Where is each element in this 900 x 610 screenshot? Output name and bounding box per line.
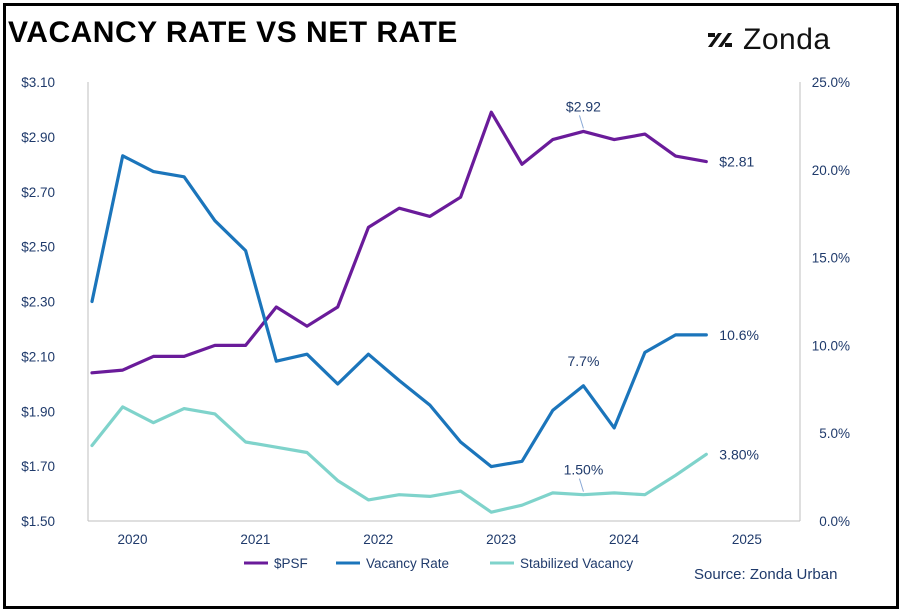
axes	[87, 82, 801, 522]
data-label: $2.92	[566, 98, 601, 114]
x-tick-label: 2022	[363, 532, 393, 547]
x-tick-label: 2023	[486, 532, 516, 547]
data-label: 10.6%	[719, 327, 759, 343]
chart-title: VACANCY RATE VS NET RATE	[8, 16, 458, 49]
legend-label: Vacancy Rate	[366, 556, 449, 571]
left-tick-label: $1.90	[21, 404, 55, 419]
zonda-logo-text: Zonda	[743, 23, 831, 56]
left-tick-label: $1.50	[21, 514, 55, 529]
legend-label: $PSF	[274, 556, 308, 571]
right-tick-label: 20.0%	[812, 163, 850, 178]
series-lines	[90, 110, 708, 514]
label-leader-line	[578, 478, 584, 492]
label-leader-line	[578, 115, 584, 129]
left-tick-label: $2.70	[21, 185, 55, 200]
left-tick-label: $2.90	[21, 130, 55, 145]
zonda-logo: Zonda	[705, 22, 831, 58]
x-tick-label: 2025	[732, 532, 762, 547]
left-tick-label: $1.70	[21, 459, 55, 474]
data-labels: $2.92 $2.81 7.7% 10.6% 1.50% 3.80%	[564, 98, 759, 492]
left-axis-ticks: $1.50 $1.70 $1.90 $2.10 $2.30 $2.50 $2.70 $2.90…	[21, 75, 55, 529]
right-tick-label: 10.0%	[812, 338, 850, 353]
x-tick-label: 2021	[240, 532, 270, 547]
x-tick-label: 2020	[118, 532, 148, 547]
x-axis-ticks: 2020 2021 2022 2023 2024 2025	[118, 532, 762, 547]
data-label: 3.80%	[719, 446, 759, 462]
data-label: 7.7%	[567, 353, 599, 369]
source-note: Source: Zonda Urban	[694, 566, 838, 583]
chart-frame	[3, 3, 899, 609]
right-tick-label: 0.0%	[819, 514, 850, 529]
legend: $PSF Vacancy Rate Stabilized Vacancy	[244, 556, 633, 571]
x-tick-label: 2024	[609, 532, 640, 547]
left-tick-label: $2.50	[21, 240, 55, 255]
data-label: $2.81	[719, 154, 754, 170]
right-axis-ticks: 0.0% 5.0% 10.0% 15.0% 20.0% 25.0%	[812, 75, 850, 529]
right-tick-label: 15.0%	[812, 251, 850, 266]
left-tick-label: $3.10	[21, 75, 55, 90]
series-line-stabilized-vacancy	[90, 405, 708, 514]
left-tick-label: $2.30	[21, 295, 55, 310]
series-line-psf	[90, 110, 708, 375]
right-tick-label: 25.0%	[812, 75, 850, 90]
legend-label: Stabilized Vacancy	[520, 556, 633, 571]
left-tick-label: $2.10	[21, 349, 55, 364]
data-label: 1.50%	[564, 462, 604, 478]
right-tick-label: 5.0%	[819, 426, 850, 441]
zonda-logo-mark-icon	[708, 33, 732, 47]
series-line-vacancy-rate	[90, 154, 708, 469]
